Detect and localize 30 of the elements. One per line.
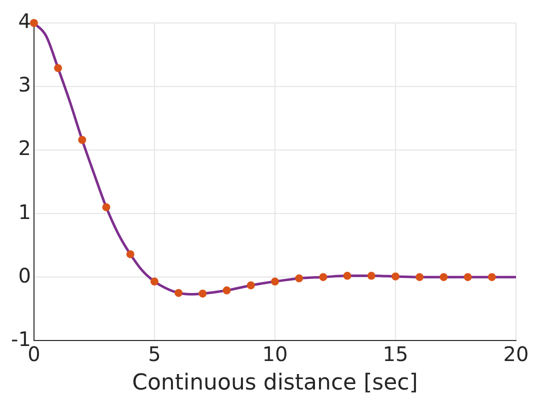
x-tick-label: 15 — [382, 342, 408, 366]
point — [150, 278, 158, 286]
point — [126, 250, 134, 258]
y-tick-label: 3 — [18, 72, 31, 97]
y-tick-label: 1 — [18, 200, 31, 224]
point — [440, 273, 448, 282]
point — [319, 273, 328, 282]
point — [30, 19, 38, 27]
point — [78, 136, 86, 144]
y-tick-label: 2 — [18, 136, 31, 160]
point — [416, 273, 424, 282]
point — [270, 278, 279, 286]
point — [464, 273, 472, 282]
x-axis-title: Continuous distance [sec] — [132, 370, 418, 396]
point — [343, 272, 352, 280]
point — [246, 281, 255, 290]
y-tick-label: 4 — [18, 9, 31, 34]
x-tick-label: 5 — [148, 342, 161, 366]
point — [222, 286, 231, 294]
point — [102, 203, 110, 212]
point — [54, 64, 62, 72]
point — [391, 272, 400, 280]
point — [367, 272, 376, 280]
x-tick-label: 20 — [503, 342, 529, 366]
point — [295, 274, 304, 282]
point — [174, 288, 183, 297]
x-tick-label: 10 — [262, 342, 288, 366]
point — [488, 273, 496, 282]
y-tick-label: 0 — [18, 263, 31, 288]
point — [198, 290, 207, 298]
